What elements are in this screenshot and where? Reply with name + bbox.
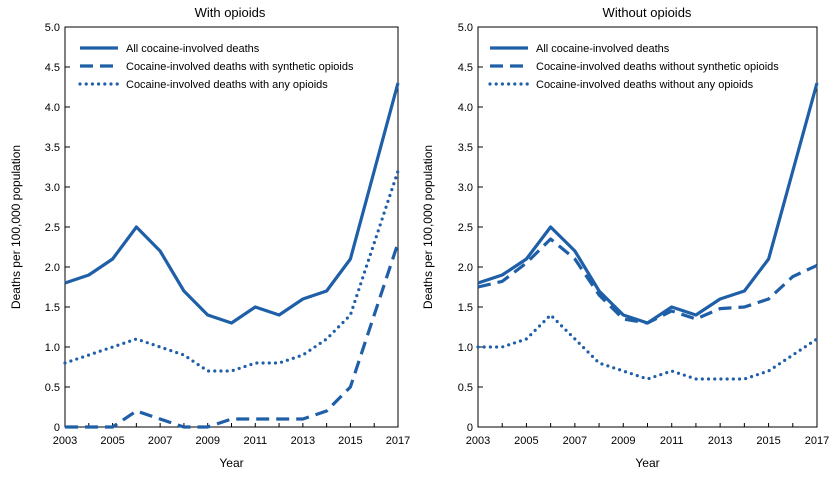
x-tick-label: 2005: [100, 435, 124, 447]
x-tick-label: 2015: [756, 435, 780, 447]
y-axis-label: Deaths per 100,000 population: [421, 145, 435, 309]
y-axis-label: Deaths per 100,000 population: [9, 145, 23, 309]
y-tick-label: 5.0: [458, 22, 473, 34]
x-tick-label: 2003: [466, 435, 490, 447]
legend-label: Cocaine-involved deaths with any opioids: [126, 79, 328, 91]
chart-title: With opioids: [195, 5, 266, 20]
x-tick-label: 2009: [611, 435, 635, 447]
y-tick-label: 2.5: [45, 222, 60, 234]
x-tick-label: 2005: [514, 435, 538, 447]
y-tick-label: 0: [467, 422, 473, 434]
y-tick-label: 4.5: [458, 62, 473, 74]
y-tick-label: 3.0: [45, 182, 60, 194]
chart-title: Without opioids: [603, 5, 692, 20]
y-tick-label: 0: [54, 422, 60, 434]
x-tick-label: 2017: [805, 435, 829, 447]
series-line-dotted: [476, 313, 819, 381]
legend-label: Cocaine-involved deaths without syntheti…: [536, 61, 779, 73]
y-tick-label: 5.0: [45, 22, 60, 34]
series-line-solid: [64, 82, 400, 325]
y-tick-label: 2.0: [458, 262, 473, 274]
y-tick-label: 0.5: [458, 382, 473, 394]
legend-label: Cocaine-involved deaths without any opio…: [536, 79, 754, 91]
y-tick-label: 1.5: [458, 302, 473, 314]
x-axis-label: Year: [635, 456, 659, 470]
series-line-dashed: [477, 237, 818, 325]
y-tick-label: 4.0: [458, 102, 473, 114]
chart-panel-1: With opioids 0 0.5 1.0 1.5 2.0 2.5 3.0 3.5 4.0 4.5…: [9, 5, 410, 470]
y-tick-label: 3.5: [458, 142, 473, 154]
chart-panel-2: Without opioids 0 0.5 1.0 1.5 2.0 2.5 3.0 3.5 4.0…: [421, 5, 829, 470]
series-line-dashed: [65, 242, 400, 429]
y-tick-label: 1.5: [45, 302, 60, 314]
x-tick-label: 2011: [660, 435, 684, 447]
x-tick-label: 2017: [386, 435, 410, 447]
x-tick-label: 2003: [53, 435, 77, 447]
y-tick-label: 1.0: [458, 342, 473, 354]
y-tick-label: 2.5: [458, 222, 473, 234]
x-tick-label: 2013: [291, 435, 315, 447]
y-tick-label: 3.0: [458, 182, 473, 194]
x-tick-label: 2007: [148, 435, 172, 447]
y-tick-label: 2.0: [45, 262, 60, 274]
legend-label: All cocaine-involved deaths: [126, 43, 260, 55]
x-axis-label: Year: [219, 456, 243, 470]
x-tick-label: 2007: [563, 435, 587, 447]
series-line-solid: [477, 82, 819, 325]
legend-label: All cocaine-involved deaths: [536, 43, 670, 55]
series-line-dotted: [63, 169, 400, 373]
y-tick-label: 1.0: [45, 342, 60, 354]
x-tick-label: 2015: [338, 435, 362, 447]
y-tick-label: 4.0: [45, 102, 60, 114]
y-tick-label: 0.5: [45, 382, 60, 394]
y-tick-label: 4.5: [45, 62, 60, 74]
y-tick-label: 3.5: [45, 142, 60, 154]
legend-label: Cocaine-involved deaths with synthetic o…: [126, 61, 354, 73]
x-tick-label: 2011: [243, 435, 267, 447]
x-tick-label: 2009: [195, 435, 219, 447]
x-tick-label: 2013: [708, 435, 732, 447]
